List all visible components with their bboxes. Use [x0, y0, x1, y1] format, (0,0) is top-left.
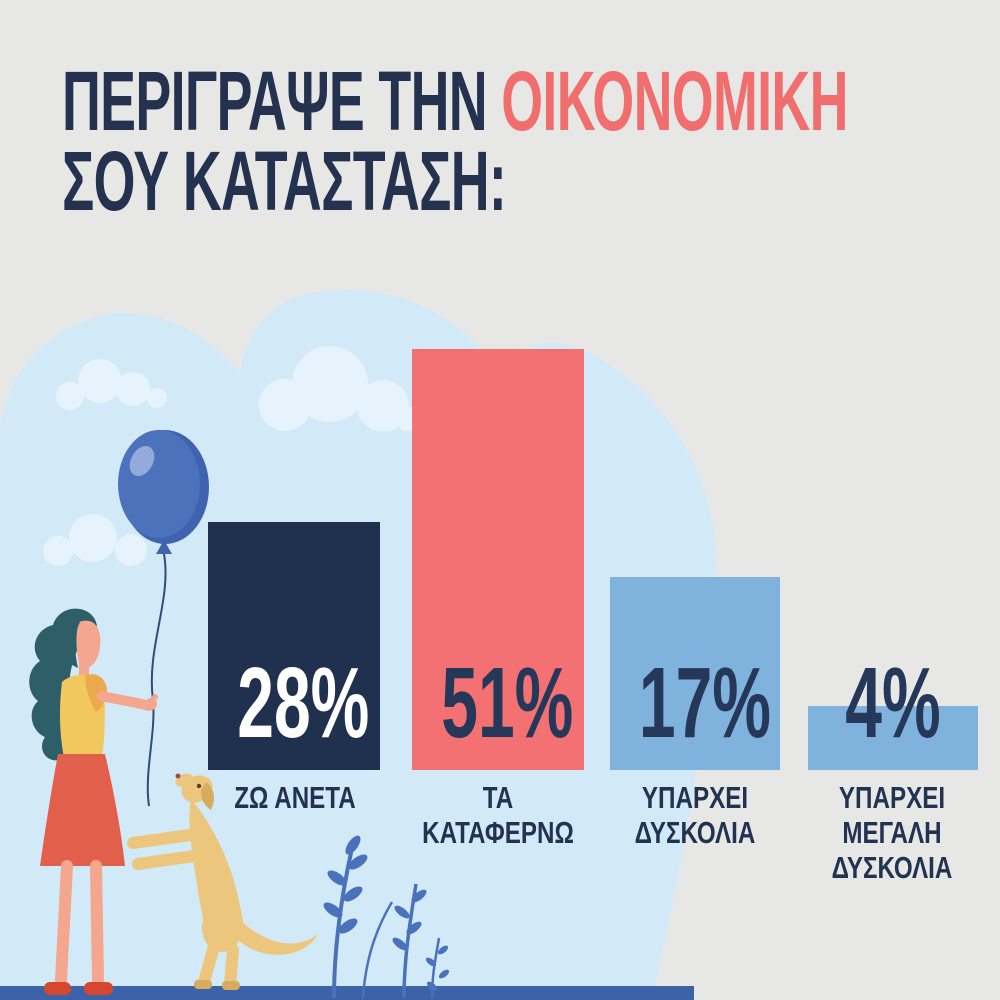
woman-illustration [29, 608, 158, 995]
page-title-line-1: ΠΕΡΙΓΡΑΨΕ ΤΗΝ ΟΙΚΟΝΟΜΙΚΗ [62, 59, 848, 143]
bar-ta-kataferno [412, 349, 584, 770]
category-label: ΖΩ ΑΝΕΤΑ [234, 780, 356, 815]
value-label: 51% [441, 647, 574, 759]
bar-zo-aneta [208, 522, 380, 770]
value-label: 28% [237, 647, 370, 759]
sky-cloud-icon [56, 359, 167, 410]
blue-balloon-icon [118, 430, 209, 807]
title-dark-segment: ΠΕΡΙΓΡΑΨΕ ΤΗΝ [62, 54, 488, 148]
bar-yparxei-dyskolia [610, 577, 780, 770]
ground-line [0, 986, 694, 1000]
page-title-line-2: ΣΟΥ ΚΑΤΑΣΤΑΣΗ: [62, 134, 507, 228]
dog-illustration [127, 773, 318, 990]
bar-yparxei-megali-dyskolia [808, 706, 978, 770]
value-label: 17% [638, 647, 772, 759]
category-label: ΤΑ ΚΑΤΑΦΕΡΝΩ [422, 780, 574, 850]
category-label: ΥΠΑΡΧΕΙ ΜΕΓΑΛΗ ΔΥΣΚΟΛΙΑ [831, 780, 953, 885]
plant-sprigs-icon [323, 835, 450, 999]
sky-cloud-icon [43, 514, 147, 566]
value-label: 4% [845, 647, 941, 759]
title-accent-segment: ΟΙΚΟΝΟΜΙΚΗ [501, 54, 848, 148]
category-label: ΥΠΑΡΧΕΙ ΔΥΣΚΟΛΙΑ [634, 780, 756, 850]
